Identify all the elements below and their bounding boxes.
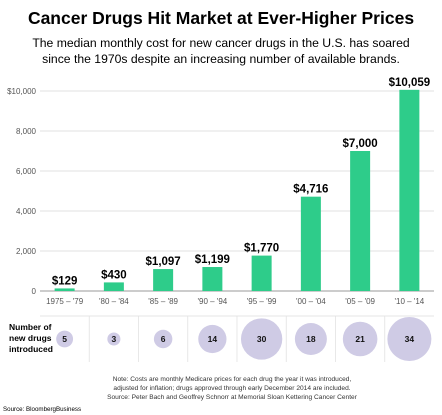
- y-axis-ticks: 0 2,000 4,000 6,000 8,000 $10,000: [7, 87, 36, 296]
- new-drugs-label-line-3: introduced: [9, 344, 53, 354]
- bar-value-label: $7,000: [343, 138, 378, 150]
- new-drugs-label-line-1: Number of: [9, 322, 52, 332]
- new-drugs-label-line-2: new drugs: [9, 333, 52, 343]
- new-drugs-count: 14: [208, 334, 218, 344]
- bar-value-label: $430: [101, 269, 127, 281]
- bar-value-label: $4,716: [293, 184, 328, 196]
- new-drugs-count: 5: [62, 334, 67, 344]
- bar: [399, 89, 420, 291]
- new-drugs-count: 34: [405, 334, 415, 344]
- bar-value-label: $1,097: [146, 256, 181, 268]
- x-tick-label: 1975 – '79: [46, 297, 84, 306]
- chart-title: Cancer Drugs Hit Market at Ever-Higher P…: [28, 8, 414, 28]
- y-tick-label: 6,000: [16, 167, 37, 176]
- chart-subtitle-line-2: since the 1970s despite an increasing nu…: [42, 52, 400, 66]
- bars: $129 $430 $1,097 $1,199 $1,770 $4,716 $7,000 $1…: [52, 77, 430, 291]
- x-tick-label: '10 – '14: [395, 297, 425, 306]
- x-tick-label: '80 – '84: [99, 297, 129, 306]
- bar: [54, 288, 75, 291]
- bar: [350, 151, 371, 291]
- new-drugs-bubble: [198, 324, 227, 354]
- bar-value-label: $10,059: [389, 77, 431, 89]
- new-drugs-count: 21: [355, 334, 365, 344]
- bar: [153, 269, 174, 291]
- footnote-line-3: Source: Peter Bach and Geoffrey Schnorr …: [107, 394, 358, 401]
- footnote-line-2: adjusted for inflation; drugs approved t…: [113, 385, 350, 392]
- y-tick-label: 4,000: [16, 207, 37, 216]
- footnote-line-1: Note: Costs are monthly Medicare prices …: [113, 376, 352, 383]
- new-drugs-bubble: [56, 330, 74, 348]
- x-tick-label: '85 – '89: [148, 297, 178, 306]
- chart-subtitle-line-1: The median monthly cost for new cancer d…: [32, 36, 409, 50]
- bar-value-label: $1,199: [195, 254, 230, 266]
- y-tick-label: 0: [32, 287, 37, 296]
- new-drugs-count: 3: [112, 334, 117, 344]
- grid-lines: [40, 90, 434, 292]
- bar: [251, 255, 272, 291]
- new-drugs-bubble: [240, 318, 283, 360]
- x-axis-ticks: 1975 – '79 '80 – '84 '85 – '89 '90 – '94 '95…: [46, 297, 425, 306]
- new-drugs-bubbles: 5 3 6 14 30 18 21 34: [56, 316, 432, 362]
- x-tick-label: '90 – '94: [198, 297, 228, 306]
- bar: [103, 282, 124, 291]
- y-tick-label: $10,000: [7, 87, 36, 96]
- new-drugs-bubble: [387, 317, 432, 361]
- y-tick-label: 2,000: [16, 247, 37, 256]
- bar: [202, 267, 223, 291]
- x-tick-label: '00 – '04: [296, 297, 326, 306]
- bar-value-label: $1,770: [244, 243, 279, 255]
- new-drugs-count: 6: [161, 334, 166, 344]
- new-drugs-count: 30: [257, 334, 267, 344]
- new-drugs-bubble: [107, 332, 121, 346]
- new-drugs-bubble: [342, 321, 378, 357]
- new-drugs-row-label: Number of new drugs introduced: [9, 322, 53, 354]
- source-credit: Source: BloombergBusiness: [3, 406, 81, 413]
- bar-value-label: $129: [52, 275, 78, 287]
- y-tick-label: 8,000: [16, 127, 37, 136]
- x-tick-label: '05 – '09: [345, 297, 375, 306]
- new-drugs-bubble: [294, 322, 327, 356]
- bar: [300, 196, 321, 291]
- new-drugs-bubble: [153, 329, 173, 349]
- x-tick-label: '95 – '99: [247, 297, 277, 306]
- new-drugs-count: 18: [306, 334, 316, 344]
